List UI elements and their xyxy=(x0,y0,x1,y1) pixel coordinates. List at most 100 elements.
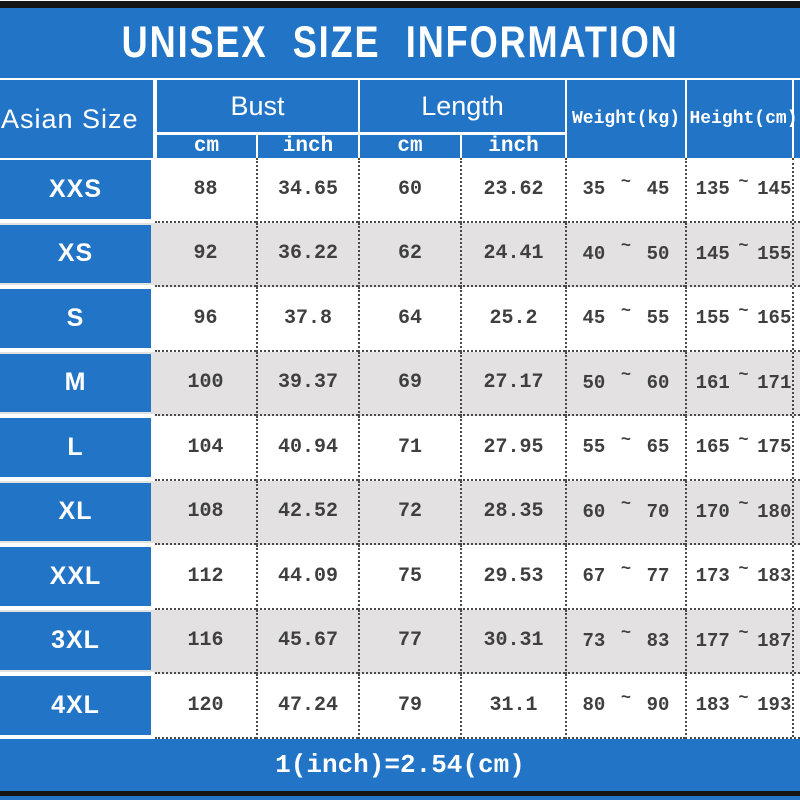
bust-cm-cell: 96 xyxy=(155,287,256,352)
bust-inch-cell: 34.65 xyxy=(256,158,358,223)
length-inch-cell: 30.31 xyxy=(460,609,565,674)
page-title: UNISEX SIZE INFORMATION xyxy=(121,17,679,68)
bust-inch-cell: 36.22 xyxy=(256,222,358,287)
size-label: 3XL xyxy=(0,611,151,670)
bottom-blue-strip xyxy=(0,795,800,800)
weight-range-cell: 45 ~ 55 xyxy=(565,287,685,352)
length-inch-cell: 27.95 xyxy=(460,416,565,481)
weight-max: 77 xyxy=(646,565,670,588)
header-bust-cm: cm xyxy=(157,135,256,158)
size-cell: 4XL xyxy=(0,674,155,739)
tilde: ~ xyxy=(620,624,632,644)
tilde: ~ xyxy=(620,172,632,192)
table-body: XXS 88 34.65 60 23.62 35 ~ 45 135 ~ 145 … xyxy=(0,158,800,739)
height-range-cell: 155 ~ 165 xyxy=(685,287,800,352)
table-row: 3XL 116 45.67 77 30.31 73 ~ 83 177 ~ 187 xyxy=(0,609,800,674)
bust-cm-cell: 108 xyxy=(155,480,256,545)
weight-min: 55 xyxy=(582,436,606,459)
weight-min: 80 xyxy=(582,694,606,717)
height-min: 165 xyxy=(695,436,730,459)
size-label: L xyxy=(0,418,151,477)
tilde: ~ xyxy=(620,688,632,708)
tilde: ~ xyxy=(738,430,749,450)
length-cm-cell: 72 xyxy=(358,480,460,545)
size-cell: XXL xyxy=(0,545,155,610)
bust-cm-cell: 112 xyxy=(155,545,256,610)
length-cm-cell: 79 xyxy=(358,674,460,739)
table-row: 4XL 120 47.24 79 31.1 80 ~ 90 183 ~ 193 xyxy=(0,674,800,739)
weight-range-cell: 50 ~ 60 xyxy=(565,351,685,416)
size-cell: XS xyxy=(0,222,155,287)
bust-cm-cell: 120 xyxy=(155,674,256,739)
length-cm-cell: 60 xyxy=(358,158,460,223)
bust-inch-cell: 37.8 xyxy=(256,287,358,352)
size-label: M xyxy=(0,353,151,412)
size-label: XS xyxy=(0,224,151,283)
height-min: 155 xyxy=(695,307,730,330)
weight-max: 55 xyxy=(646,307,670,330)
bust-cm-cell: 116 xyxy=(155,609,256,674)
tilde: ~ xyxy=(620,237,632,257)
length-cm-cell: 69 xyxy=(358,351,460,416)
header-weight-kg: Weight(kg) xyxy=(567,80,685,158)
height-min: 161 xyxy=(695,371,730,394)
size-label: 4XL xyxy=(0,676,151,735)
height-range-cell: 173 ~ 183 xyxy=(685,545,800,610)
tilde: ~ xyxy=(738,172,749,192)
table-row: XXL 112 44.09 75 29.53 67 ~ 77 173 ~ 183 xyxy=(0,545,800,610)
weight-min: 35 xyxy=(582,178,606,201)
bust-inch-cell: 39.37 xyxy=(256,351,358,416)
table-row: XS 92 36.22 62 24.41 40 ~ 50 145 ~ 155 xyxy=(0,222,800,287)
weight-range-cell: 55 ~ 65 xyxy=(565,416,685,481)
weight-range-cell: 73 ~ 83 xyxy=(565,609,685,674)
header-asian-size: Asian Size xyxy=(0,80,153,158)
weight-max: 90 xyxy=(646,694,670,717)
height-max: 145 xyxy=(757,178,792,201)
height-max: 180 xyxy=(757,500,792,523)
size-label: XL xyxy=(0,482,151,541)
bottom-black-bar xyxy=(0,790,800,796)
length-cm-cell: 77 xyxy=(358,609,460,674)
table-row: XL 108 42.52 72 28.35 60 ~ 70 170 ~ 180 xyxy=(0,480,800,545)
weight-min: 45 xyxy=(582,307,606,330)
height-max: 175 xyxy=(757,436,792,459)
tilde: ~ xyxy=(738,624,749,644)
tilde: ~ xyxy=(738,366,749,386)
top-black-bar xyxy=(0,0,800,8)
weight-range-cell: 67 ~ 77 xyxy=(565,545,685,610)
height-max: 183 xyxy=(757,565,792,588)
header-length: Length xyxy=(360,80,565,132)
size-cell: M xyxy=(0,351,155,416)
height-range-cell: 135 ~ 145 xyxy=(685,158,800,223)
header-bust-inch: inch xyxy=(258,135,358,158)
length-inch-cell: 31.1 xyxy=(460,674,565,739)
height-range-cell: 165 ~ 175 xyxy=(685,416,800,481)
tilde: ~ xyxy=(620,301,632,321)
weight-min: 60 xyxy=(582,500,606,523)
weight-max: 45 xyxy=(646,178,670,201)
length-inch-cell: 27.17 xyxy=(460,351,565,416)
height-min: 145 xyxy=(695,242,730,265)
height-min: 177 xyxy=(695,629,730,652)
tilde: ~ xyxy=(738,688,749,708)
height-max: 193 xyxy=(757,694,792,717)
table-row: XXS 88 34.65 60 23.62 35 ~ 45 135 ~ 145 xyxy=(0,158,800,223)
size-cell: XXS xyxy=(0,158,155,223)
header-length-inch: inch xyxy=(462,135,565,158)
tilde: ~ xyxy=(738,301,749,321)
header-bust: Bust xyxy=(157,80,358,132)
size-cell: L xyxy=(0,416,155,481)
height-min: 135 xyxy=(695,178,730,201)
height-max: 155 xyxy=(757,242,792,265)
tilde: ~ xyxy=(738,495,749,515)
header-height-cm: Height(cm) xyxy=(687,80,800,158)
height-min: 170 xyxy=(695,500,730,523)
weight-min: 50 xyxy=(582,371,606,394)
weight-max: 65 xyxy=(646,436,670,459)
tilde: ~ xyxy=(620,559,632,579)
conversion-note: 1(inch)=2.54(cm) xyxy=(275,749,525,780)
length-cm-cell: 71 xyxy=(358,416,460,481)
weight-range-cell: 40 ~ 50 xyxy=(565,222,685,287)
bust-inch-cell: 42.52 xyxy=(256,480,358,545)
bust-cm-cell: 104 xyxy=(155,416,256,481)
